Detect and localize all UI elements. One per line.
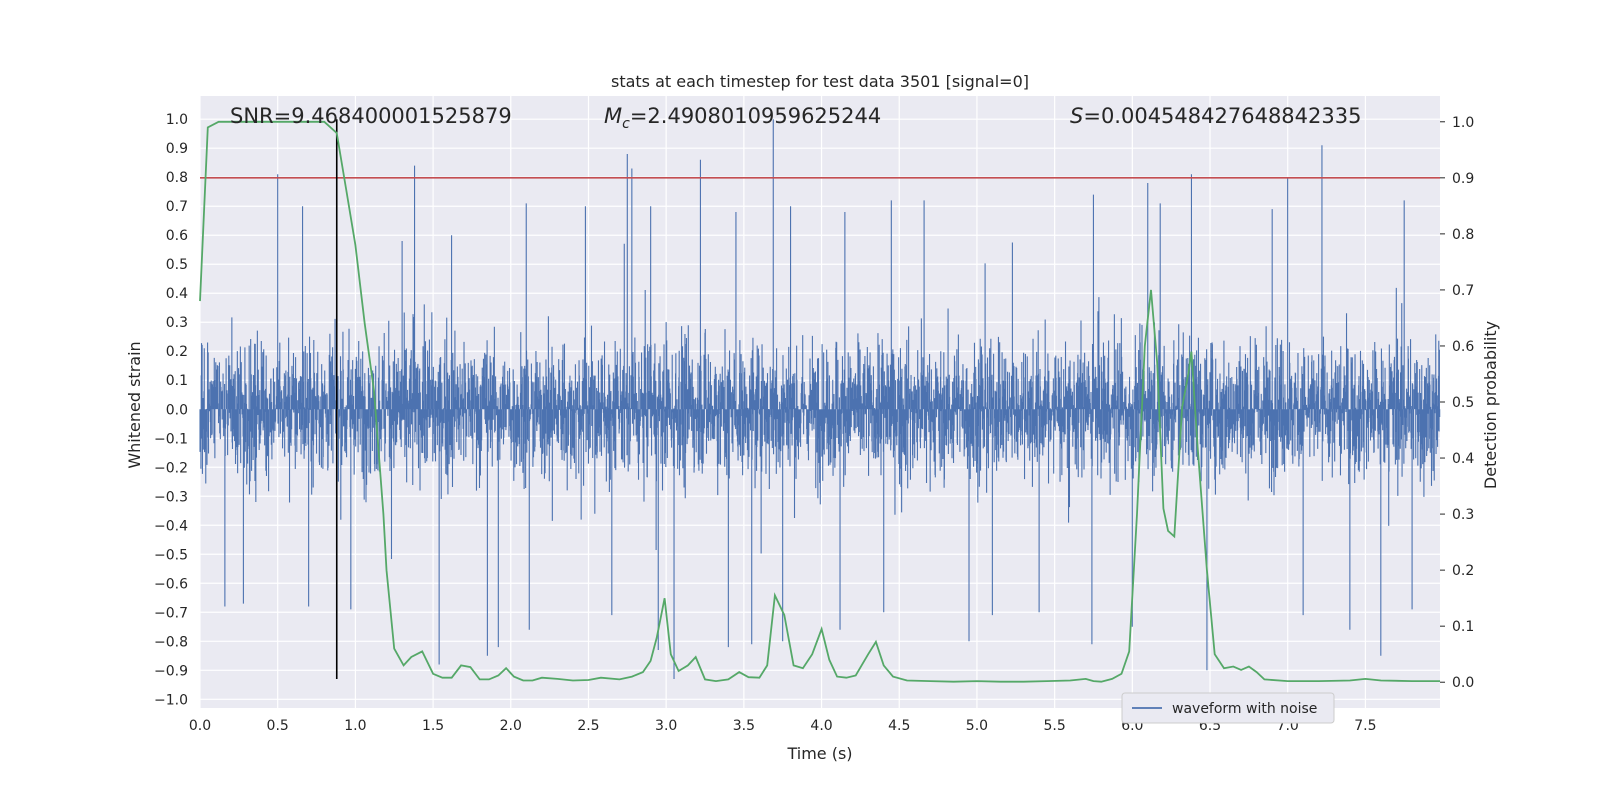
x-tick-label: 5.0 <box>966 718 988 734</box>
x-tick-label: 3.0 <box>655 718 677 734</box>
chart-title: stats at each timestep for test data 350… <box>611 72 1029 91</box>
y-tick-label: −0.6 <box>154 576 188 592</box>
y2-tick-label: 0.1 <box>1452 619 1474 635</box>
snr-annotation: SNR=9.468400001525879 <box>230 104 512 128</box>
y-tick-label: −0.9 <box>154 663 188 679</box>
y-tick-label: 0.3 <box>166 315 188 331</box>
x-tick-label: 7.5 <box>1354 718 1376 734</box>
y2-tick-label: 0.5 <box>1452 395 1474 411</box>
y2-ticks: 1.0 0.9 0.8 0.7 0.6 0.5 0.4 0.3 0.2 0.1 0.0 <box>1440 115 1474 691</box>
y2-tick-label: 0.9 <box>1452 171 1474 187</box>
x-tick-label: 1.0 <box>344 718 366 734</box>
y2-tick-label: 1.0 <box>1452 115 1474 131</box>
y-tick-label: 0.5 <box>166 257 188 273</box>
y2-tick-label: 0.7 <box>1452 283 1474 299</box>
legend: waveform with noise <box>1121 692 1335 724</box>
x-tick-label: 3.5 <box>733 718 755 734</box>
y2-tick-label: 0.6 <box>1452 339 1474 355</box>
y-tick-label: 0.1 <box>166 373 188 389</box>
y2-tick-label: 0.2 <box>1452 563 1474 579</box>
x-tick-label: 4.5 <box>888 718 910 734</box>
x-tick-label: 4.0 <box>810 718 832 734</box>
x-axis-label: Time (s) <box>786 744 852 763</box>
y-tick-label: 1.0 <box>166 112 188 128</box>
x-tick-label: 0.5 <box>267 718 289 734</box>
waveform-series <box>199 119 1441 679</box>
detection-probability-line <box>199 120 1440 683</box>
y-tick-label: 0.6 <box>166 228 188 244</box>
chirp-mass-symbol: M <box>604 104 622 128</box>
y2-axis-label: Detection probability <box>1481 321 1500 489</box>
y-tick-label: 0.2 <box>166 344 188 360</box>
waveform-trace <box>199 119 1441 679</box>
y2-tick-label: 0.8 <box>1452 227 1474 243</box>
y-tick-label: −0.7 <box>154 605 188 621</box>
chirp-mass-subscript: c <box>622 116 630 132</box>
y-tick-label: −0.8 <box>154 634 188 650</box>
x-tick-label: 0.0 <box>189 718 211 734</box>
y-tick-label: −0.2 <box>154 460 188 476</box>
y-tick-label: −0.1 <box>154 431 188 447</box>
x-tick-label: 2.5 <box>577 718 599 734</box>
y-tick-label: −0.5 <box>154 547 188 563</box>
x-tick-label: 1.5 <box>422 718 444 734</box>
y2-tick-label: 0.4 <box>1452 451 1474 467</box>
y-tick-label: 0.7 <box>166 199 188 215</box>
y-tick-label: 0.9 <box>166 141 188 157</box>
chirp-mass-value: =2.4908010959625244 <box>630 104 881 128</box>
y2-tick-label: 0.3 <box>1452 507 1474 523</box>
y-ticks: 1.0 0.9 0.8 0.7 0.6 0.5 0.4 0.3 0.2 0.1 0.0 −0.1 −0.… <box>154 112 188 708</box>
y-tick-label: −1.0 <box>154 692 188 708</box>
s-value: =0.004548427648842335 <box>1083 104 1361 128</box>
chirp-mass-annotation: Mc=2.4908010959625244 <box>604 104 881 132</box>
legend-label: waveform with noise <box>1172 701 1317 717</box>
s-annotation: S=0.004548427648842335 <box>1070 104 1361 128</box>
y2-tick-label: 0.0 <box>1452 675 1474 691</box>
x-tick-label: 2.0 <box>500 718 522 734</box>
y-tick-label: −0.3 <box>154 489 188 505</box>
y-tick-label: 0.0 <box>166 402 188 418</box>
legend-box <box>1121 692 1335 724</box>
y-tick-label: 0.8 <box>166 170 188 186</box>
y-tick-label: 0.4 <box>166 286 188 302</box>
s-symbol: S <box>1070 104 1083 128</box>
x-tick-label: 5.5 <box>1044 718 1066 734</box>
y-tick-label: −0.4 <box>154 518 188 534</box>
y-axis-label: Whitened strain <box>125 341 144 468</box>
